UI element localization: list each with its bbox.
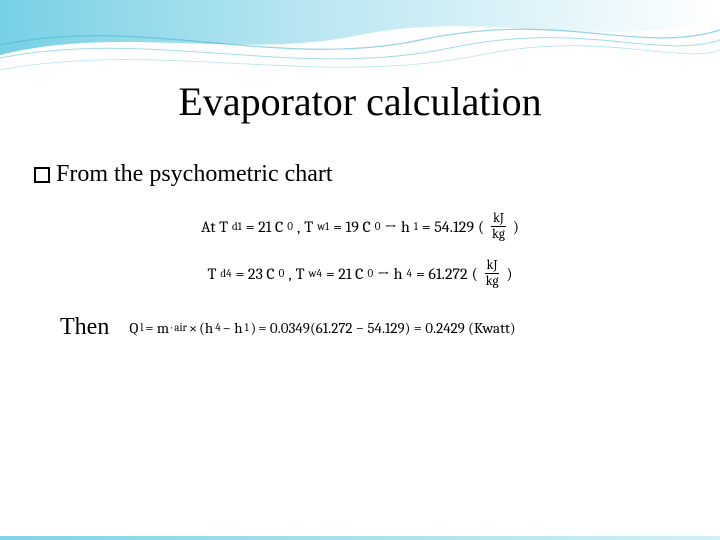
eq2-unit-den: kg [484, 274, 501, 288]
eq2-paren-open: ( [472, 265, 478, 283]
bottom-stripe [0, 536, 720, 540]
eq3-ql-label: Q [129, 319, 138, 337]
eq3-minus: − h [223, 319, 243, 337]
eq3-h4-sub: 4 [215, 321, 220, 334]
then-row: Then Ql = m·air × (h4 − h1) = 0.0349(61.… [0, 314, 720, 341]
eq1-td1-sub: d1 [232, 220, 242, 233]
eq3-paren-close: ) [251, 319, 257, 337]
eq1-tw1-sup: 0 [375, 220, 381, 233]
eq2-td4-sub: d4 [220, 267, 231, 280]
eq2-td4-val: = 23 C [236, 265, 275, 283]
eq2-tw4-label: T [296, 265, 305, 283]
equation-line-3: Ql = m·air × (h4 − h1) = 0.0349(61.272 −… [129, 319, 515, 337]
eq1-unit-den: kg [490, 227, 507, 241]
eq1-unit-num: kJ [491, 212, 506, 227]
eq1-td1-sup: 0 [287, 220, 293, 233]
eq2-unit-num: kJ [485, 259, 500, 274]
eq3-mdot-sup: · [171, 321, 172, 334]
eq2-arrow: → [377, 265, 390, 283]
eq2-td4-sup: 0 [279, 267, 285, 280]
slide-content: Evaporator calculation From the psychome… [0, 0, 720, 341]
eq3-times: × [189, 319, 197, 337]
eq2-comma: , [288, 265, 291, 283]
eq2-tw4-sub: w4 [309, 267, 322, 280]
eq3-h1-sub: 1 [245, 321, 249, 334]
equation-line-2: Td4 = 23 C0, Tw4 = 21 C0 → h4 = 61.272 (… [0, 259, 720, 288]
square-bullet-icon [34, 167, 50, 183]
eq1-tw1-label: T [304, 218, 313, 236]
eq1-td1-label: At T [201, 218, 228, 236]
eq1-tw1-sub: w1 [317, 220, 329, 233]
eq2-td4-label: T [207, 265, 216, 283]
eq2-tw4-sup: 0 [367, 267, 373, 280]
eq1-paren-close: ) [513, 218, 519, 236]
eq1-h1-label: h [401, 218, 410, 236]
eq3-ql-sub: l [140, 321, 143, 334]
eq3-paren-open: (h [199, 319, 213, 337]
eq1-h1-sub: 1 [414, 220, 418, 233]
eq2-unit-frac: kJ kg [484, 259, 501, 288]
slide-title: Evaporator calculation [0, 78, 720, 125]
equation-block: At Td1 = 21 C0, Tw1 = 19 C0 → h1 = 54.12… [0, 212, 720, 288]
eq1-tw1-val: = 19 C [333, 218, 371, 236]
equation-line-1: At Td1 = 21 C0, Tw1 = 19 C0 → h1 = 54.12… [0, 212, 720, 241]
eq3-mdot-sub: air [174, 321, 187, 334]
eq2-tw4-val: = 21 C [326, 265, 364, 283]
eq2-h4-sub: 4 [407, 267, 412, 280]
eq2-h4-val: = 61.272 [416, 265, 468, 283]
eq3-eq1: = m [145, 319, 169, 337]
then-label: Then [60, 314, 109, 341]
eq1-arrow: → [384, 218, 397, 236]
eq1-paren-open: ( [478, 218, 484, 236]
bullet-text: From the psychometric chart [56, 161, 333, 188]
eq2-paren-close: ) [506, 265, 512, 283]
eq1-td1-val: = 21 C [246, 218, 284, 236]
bullet-row: From the psychometric chart [0, 161, 720, 188]
eq2-h4-label: h [394, 265, 403, 283]
eq1-h1-val: = 54.129 [422, 218, 474, 236]
eq1-comma: , [297, 218, 300, 236]
eq3-rest: = 0.0349(61.272 − 54.129) = 0.2429 (Kwat… [258, 319, 515, 337]
eq1-unit-frac: kJ kg [490, 212, 507, 241]
